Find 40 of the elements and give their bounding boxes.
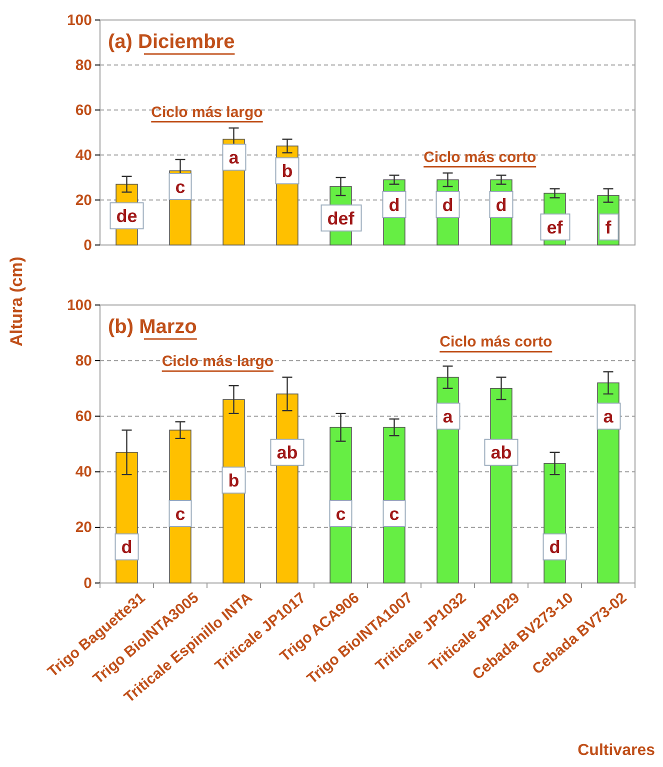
annotation: ef — [546, 217, 564, 238]
y-tick-label: 60 — [75, 102, 92, 119]
annotation: b — [282, 161, 293, 182]
annotation: Ciclo más largo — [162, 353, 274, 370]
annotation: d — [549, 537, 560, 558]
annotation: f — [605, 217, 612, 238]
y-tick-label: 80 — [75, 352, 92, 370]
annotation: a — [442, 406, 454, 426]
annotation: def — [327, 208, 356, 228]
annotation: b — [228, 470, 240, 490]
y-tick-label: 40 — [75, 464, 92, 481]
annotation: Ciclo más corto — [424, 148, 536, 166]
y-tick-label: 20 — [75, 519, 92, 536]
annotation: d — [121, 537, 132, 558]
annotation: d — [388, 194, 400, 215]
text: (b) Marzo — [108, 316, 197, 338]
y-tick-label: 60 — [75, 408, 92, 425]
annotation: de — [116, 206, 138, 226]
y-tick-label: 80 — [75, 56, 92, 74]
annotation: c — [389, 504, 400, 524]
annotation: c — [175, 176, 186, 197]
annotation: c — [175, 504, 186, 524]
y-tick-label: 100 — [66, 296, 92, 314]
text: (a) Diciembre — [108, 31, 235, 53]
annotation: d — [496, 194, 507, 215]
annotation: ab — [276, 442, 298, 463]
y-axis-title: Altura (cm) — [7, 256, 26, 346]
annotation: d — [442, 194, 454, 215]
y-tick-label: 100 — [66, 12, 92, 29]
annotation: Ciclo más corto — [440, 334, 552, 351]
annotation: c — [336, 504, 346, 524]
annotation: a — [603, 406, 614, 426]
annotation: a — [228, 148, 240, 168]
y-tick-label: 20 — [75, 192, 92, 209]
x-axis-title: Cultivares — [578, 742, 656, 759]
annotation: Ciclo más largo — [151, 104, 263, 121]
y-tick-label: 0 — [84, 236, 92, 254]
annotation: ab — [490, 442, 512, 463]
y-tick-label: 0 — [84, 574, 92, 592]
y-tick-label: 40 — [75, 146, 92, 164]
